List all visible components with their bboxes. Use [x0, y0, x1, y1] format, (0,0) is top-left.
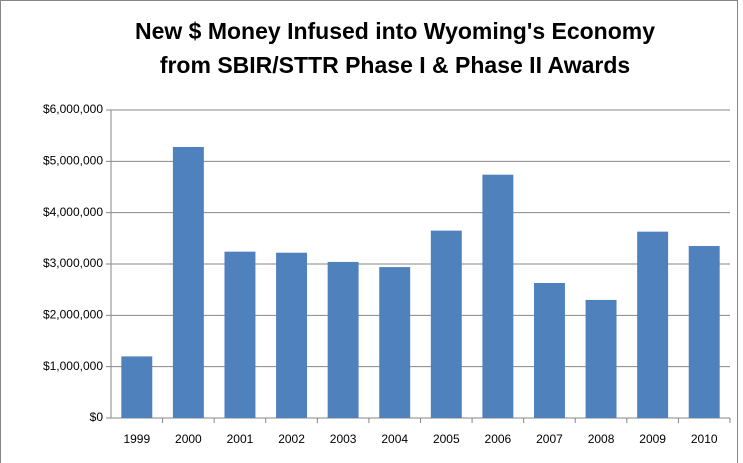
x-tick-label: 1999 [123, 432, 150, 446]
x-tick-label: 2002 [278, 432, 305, 446]
y-tick-label: $1,000,000 [43, 359, 103, 373]
x-tick-label: 2003 [330, 432, 357, 446]
bar [585, 299, 617, 418]
y-tick-label: $6,000,000 [43, 102, 103, 116]
bar [379, 267, 411, 418]
x-tick-label: 2004 [381, 432, 408, 446]
bar [172, 146, 204, 418]
y-tick-label: $3,000,000 [43, 256, 103, 270]
bar [327, 261, 359, 418]
x-tick-label: 2009 [639, 432, 666, 446]
x-tick-label: 2000 [175, 432, 202, 446]
y-tick-label: $0 [90, 410, 104, 424]
bar [637, 231, 669, 418]
x-tick-label: 2010 [691, 432, 718, 446]
bar [688, 246, 720, 418]
x-tick-label: 2006 [485, 432, 512, 446]
x-tick-label: 2007 [536, 432, 563, 446]
bar [121, 356, 153, 418]
chart-title: from SBIR/STTR Phase I & Phase II Awards [160, 52, 630, 78]
x-tick-label: 2001 [227, 432, 254, 446]
bar [533, 282, 565, 418]
y-tick-label: $4,000,000 [43, 205, 103, 219]
y-tick-label: $5,000,000 [43, 154, 103, 168]
bar [224, 251, 256, 418]
bar [482, 174, 514, 418]
chart-title: New $ Money Infused into Wyoming's Econo… [135, 18, 655, 44]
bar [430, 230, 462, 418]
bar [276, 252, 308, 418]
y-tick-label: $2,000,000 [43, 308, 103, 322]
x-tick-label: 2008 [588, 432, 615, 446]
x-tick-label: 2005 [433, 432, 460, 446]
